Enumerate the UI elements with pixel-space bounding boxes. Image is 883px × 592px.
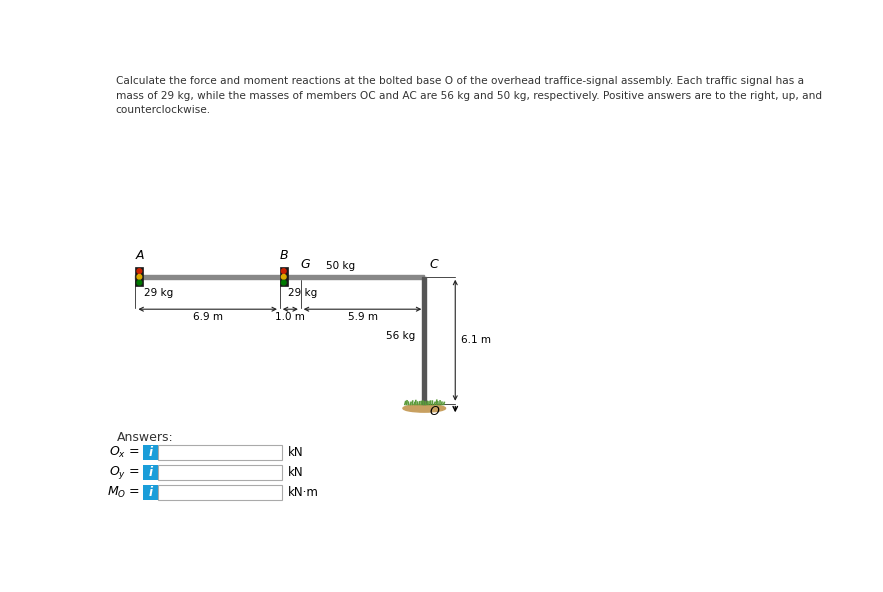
Text: kN: kN — [288, 466, 303, 479]
Text: i: i — [148, 446, 153, 459]
Bar — [135, 267, 143, 287]
Text: 50 kg: 50 kg — [326, 260, 355, 271]
Bar — [422, 277, 426, 404]
Bar — [143, 485, 158, 500]
Text: $M_O$ =: $M_O$ = — [107, 485, 140, 500]
Text: kN·m: kN·m — [288, 485, 319, 498]
Circle shape — [282, 275, 286, 279]
Text: C: C — [430, 258, 439, 271]
Text: 29 kg: 29 kg — [289, 288, 318, 298]
Text: 6.1 m: 6.1 m — [461, 335, 491, 345]
Bar — [158, 465, 282, 480]
Text: i: i — [148, 466, 153, 479]
Text: kN: kN — [288, 446, 303, 459]
Text: 1.0 m: 1.0 m — [275, 313, 306, 322]
Text: 5.9 m: 5.9 m — [348, 313, 378, 322]
Circle shape — [282, 269, 286, 274]
Bar — [143, 465, 158, 480]
Circle shape — [137, 281, 141, 285]
Text: $O_x$ =: $O_x$ = — [109, 445, 140, 460]
Text: 29 kg: 29 kg — [144, 288, 173, 298]
Bar — [158, 445, 282, 460]
Text: Calculate the force and moment reactions at the bolted base O of the overhead tr: Calculate the force and moment reactions… — [116, 76, 822, 115]
Text: $O_y$ =: $O_y$ = — [109, 464, 140, 481]
Text: B: B — [280, 249, 289, 262]
Bar — [280, 267, 288, 287]
Ellipse shape — [403, 404, 446, 412]
Circle shape — [137, 275, 141, 279]
Circle shape — [282, 281, 286, 285]
Bar — [158, 485, 282, 500]
Bar — [143, 445, 158, 460]
Text: i: i — [148, 485, 153, 498]
Text: Answers:: Answers: — [117, 430, 173, 443]
Text: G: G — [301, 258, 311, 271]
Circle shape — [137, 269, 141, 274]
Text: 6.9 m: 6.9 m — [192, 313, 223, 322]
Bar — [135, 275, 424, 279]
Text: 56 kg: 56 kg — [386, 332, 415, 342]
Text: O: O — [430, 405, 440, 418]
Text: A: A — [135, 249, 144, 262]
